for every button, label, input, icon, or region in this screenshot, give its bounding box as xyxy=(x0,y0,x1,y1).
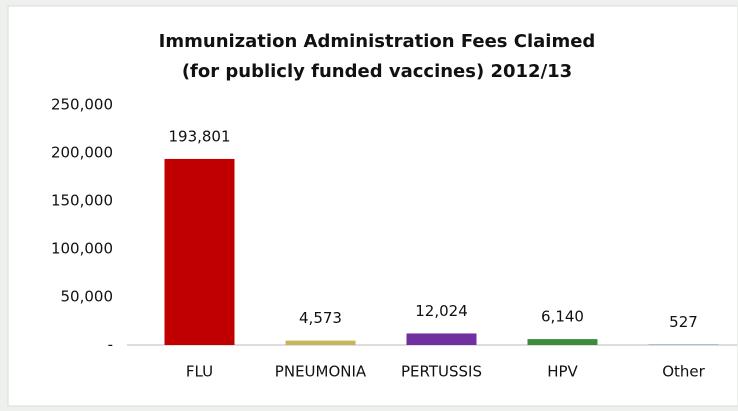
chart-area xyxy=(7,5,738,407)
y-tick-label: 50,000 xyxy=(61,288,114,306)
data-label: 6,140 xyxy=(541,308,584,326)
y-tick-label: 250,000 xyxy=(51,96,113,114)
bar xyxy=(164,158,235,345)
x-tick-label: PERTUSSIS xyxy=(401,363,482,381)
chart-title: Immunization Administration Fees Claimed xyxy=(159,31,596,52)
x-tick-label: FLU xyxy=(186,363,213,381)
x-tick-label: PNEUMONIA xyxy=(275,363,367,381)
x-tick-label: Other xyxy=(662,363,705,381)
chart-title: (for publicly funded vaccines) 2012/13 xyxy=(182,61,572,82)
bar xyxy=(648,344,719,345)
bar xyxy=(285,340,356,345)
y-tick-label: 150,000 xyxy=(51,192,113,210)
data-label: 527 xyxy=(669,313,698,331)
y-tick-label: 100,000 xyxy=(51,240,113,258)
x-tick-label: HPV xyxy=(547,363,578,381)
bar xyxy=(527,339,598,345)
y-tick-label: - xyxy=(108,336,113,354)
data-label: 4,573 xyxy=(299,309,342,327)
y-tick-label: 200,000 xyxy=(51,144,113,162)
data-label: 193,801 xyxy=(168,127,230,145)
data-label: 12,024 xyxy=(415,302,468,320)
bar xyxy=(406,333,477,345)
